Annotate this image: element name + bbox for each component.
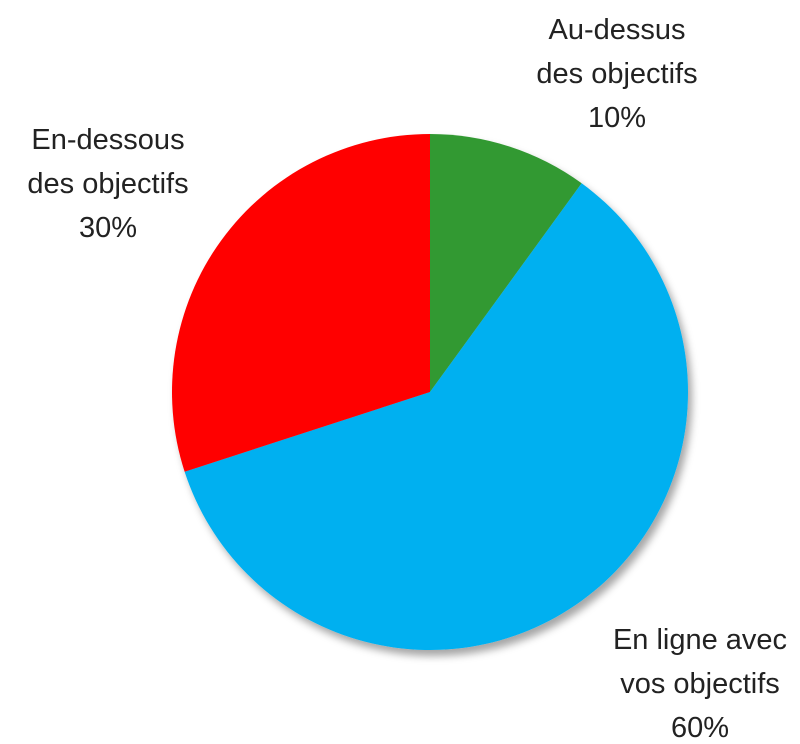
value-label: 30% [78, 212, 138, 244]
slice-label: En ligne avec vos objectifs 60% [585, 618, 800, 744]
slice-label: Au-dessus des objectifs 10% [502, 8, 732, 140]
value-label: 10% [587, 102, 647, 134]
category-label: En ligne avec vos objectifs [612, 624, 788, 700]
category-label: Au-dessus des objectifs [536, 14, 698, 90]
pie-slice [171, 134, 430, 472]
pie [171, 134, 689, 650]
slice-label: En-dessous des objectifs 30% [0, 118, 223, 250]
pie-slice [184, 183, 689, 650]
pie-slice [430, 134, 582, 392]
category-label: En-dessous des objectifs [27, 124, 189, 200]
value-label: 60% [670, 712, 730, 744]
